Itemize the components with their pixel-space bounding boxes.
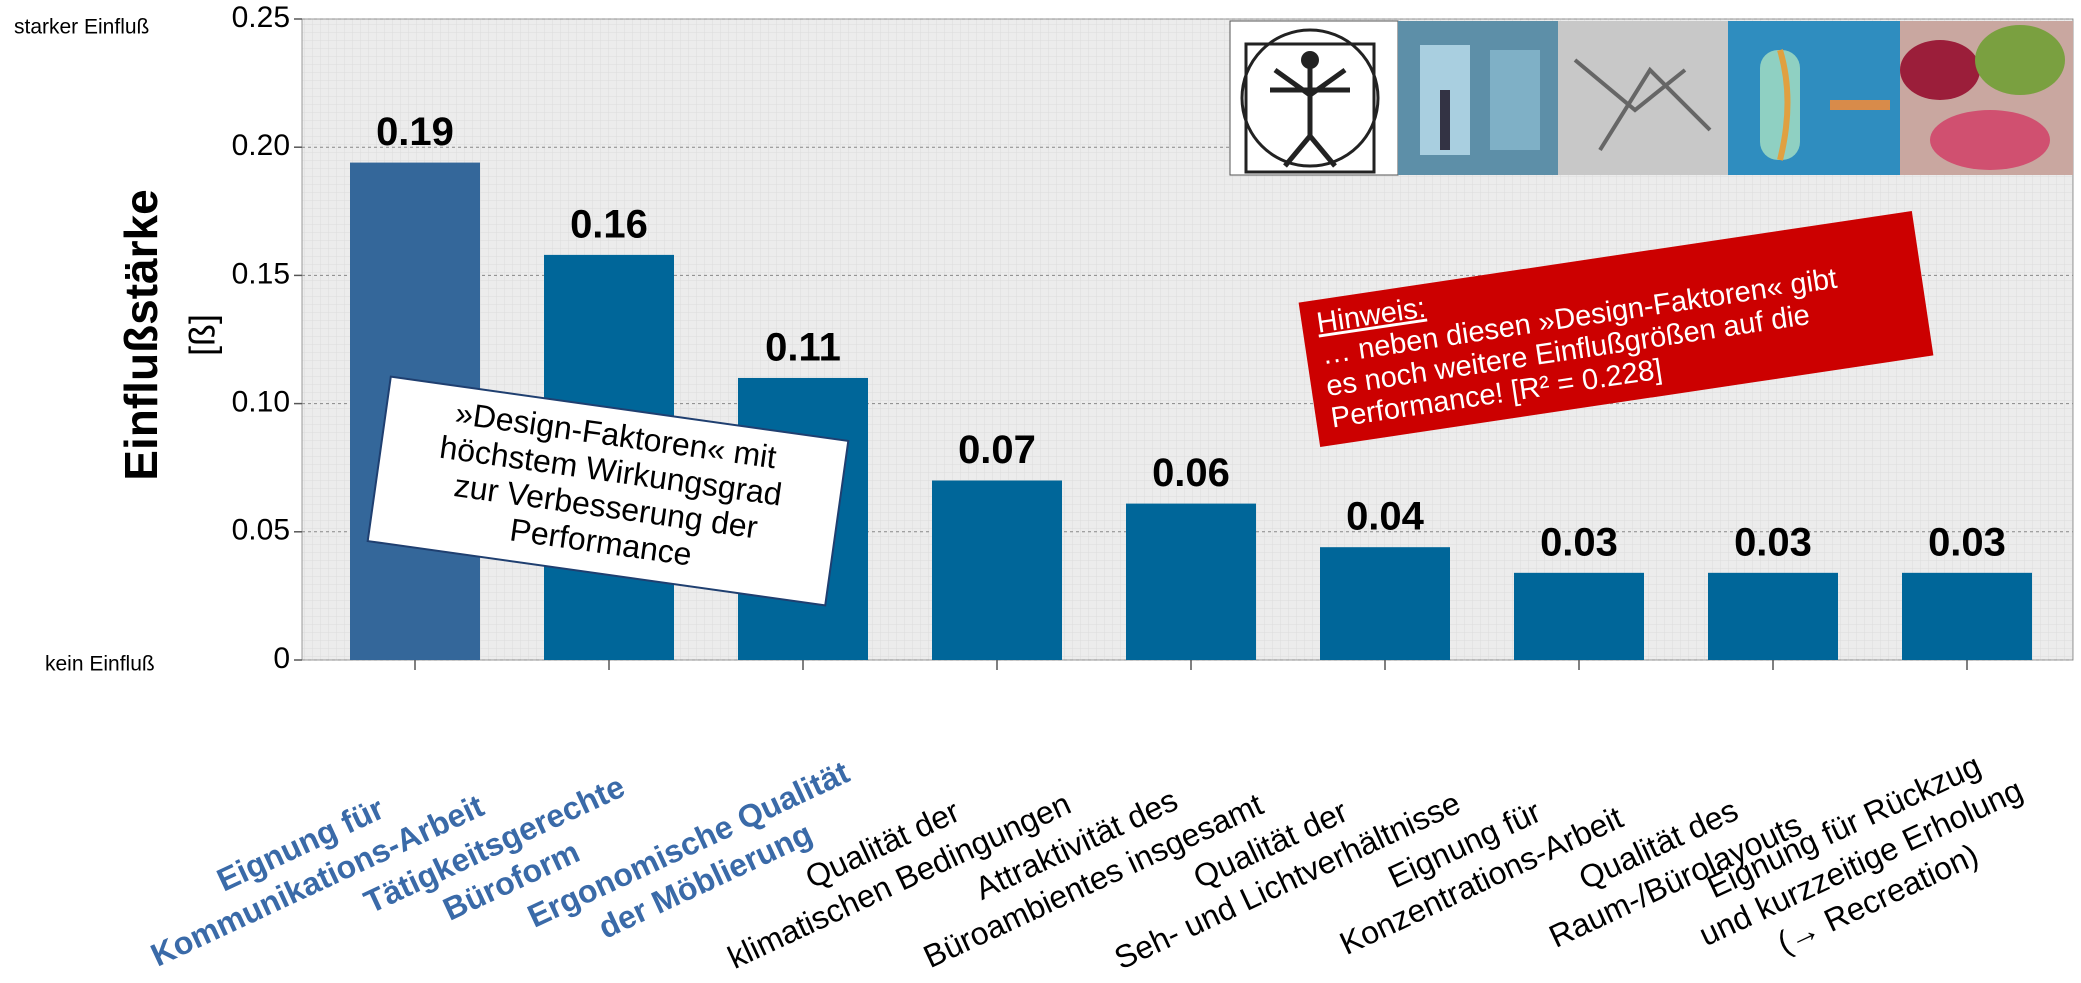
bar xyxy=(1514,572,1644,660)
photo-strip xyxy=(1229,20,2073,176)
value-label: 0.16 xyxy=(570,202,648,246)
y-bottom-label: kein Einfluß xyxy=(45,653,155,676)
value-label: 0.06 xyxy=(1152,451,1230,495)
y-top-label: starker Einfluß xyxy=(14,16,149,39)
y-tick-label: 0.10 xyxy=(232,386,290,419)
value-label: 0.07 xyxy=(958,428,1036,472)
value-label: 0.03 xyxy=(1734,520,1812,564)
y-axis-unit: [ß] xyxy=(182,314,223,356)
value-label: 0.03 xyxy=(1928,520,2006,564)
y-tick-label: 0.05 xyxy=(232,514,290,547)
bar xyxy=(1320,547,1450,660)
y-tick-label: 0.20 xyxy=(232,129,290,162)
value-label: 0.11 xyxy=(765,326,841,370)
bar xyxy=(932,480,1062,660)
value-label: 0.03 xyxy=(1540,520,1618,564)
value-label: 0.19 xyxy=(376,110,454,154)
bar xyxy=(1126,503,1256,660)
x-tick-label: Eignung für Rückzugund kurzzeitige Erhol… xyxy=(1677,736,2045,983)
value-label: 0.04 xyxy=(1346,495,1425,539)
y-tick-label: 0 xyxy=(273,642,290,675)
y-tick-label: 0.25 xyxy=(232,1,290,34)
y-tick-label: 0.15 xyxy=(232,257,290,290)
bar xyxy=(1902,572,2032,660)
bar xyxy=(1708,572,1838,660)
y-axis-label: Einflußstärke xyxy=(115,189,167,480)
